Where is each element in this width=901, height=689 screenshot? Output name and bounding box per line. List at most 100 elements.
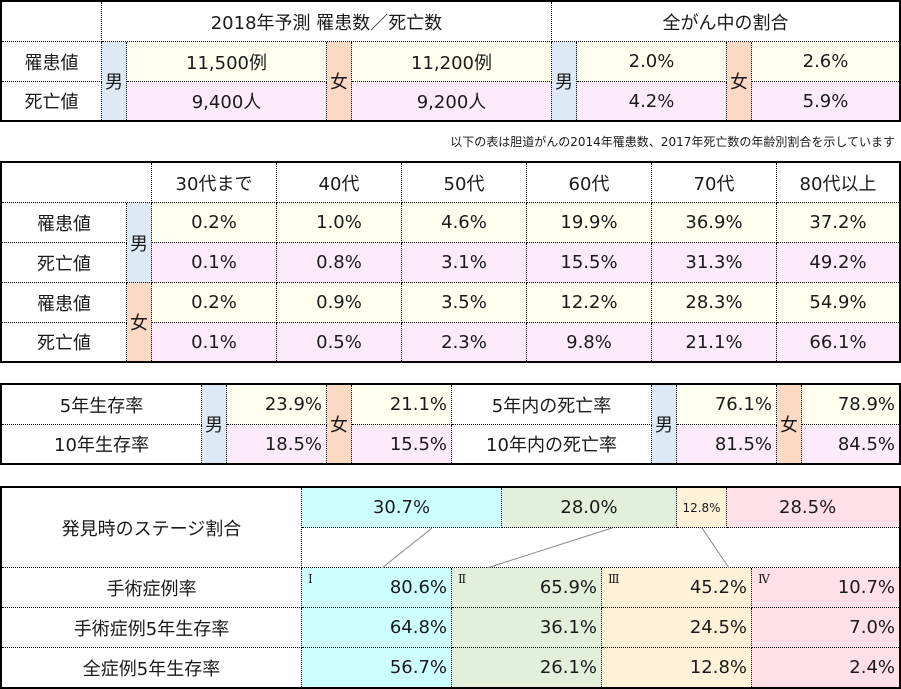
table-cell: 28.3%: [652, 283, 777, 323]
table-cell: 3.5%: [402, 283, 527, 323]
table-cell: 4.6%: [402, 203, 527, 243]
table-cell: 0.2%: [152, 203, 277, 243]
stage1-surgery-rate: Ⅰ 80.6%: [302, 568, 452, 608]
female-incidence-count: 11,200例: [352, 42, 552, 82]
table-cell: 21.1%: [652, 323, 777, 361]
table-cell: 66.1%: [777, 323, 899, 361]
female-mortality-count: 9,200人: [352, 82, 552, 120]
table-cell: 36.1%: [452, 608, 602, 648]
table-cell: 31.3%: [652, 243, 777, 283]
stage-3-marker: Ⅲ: [608, 572, 620, 586]
header-share-of-all-cancers: 全がん中の割合: [552, 2, 899, 42]
table-cell: 3.1%: [402, 243, 527, 283]
female-label-share: 女: [727, 42, 752, 120]
col-header-30s: 30代まで: [152, 163, 277, 203]
male-incidence-share: 2.0%: [577, 42, 727, 82]
row-label: 死亡値: [2, 323, 127, 361]
row-label-mortality: 死亡値: [2, 82, 102, 120]
age-table-note: 以下の表は胆道がんの2014年罹患数、2017年死亡数の年齢別割合を示しています: [450, 135, 895, 149]
col-header-60s: 60代: [527, 163, 652, 203]
table-cell: 0.9%: [277, 283, 402, 323]
table-cell: 49.2%: [777, 243, 899, 283]
row-label-surgery-5yr: 手術症例5年生存率: [2, 608, 302, 648]
female-label: 女: [127, 283, 152, 361]
female-5yr-survival: 21.1%: [352, 385, 452, 425]
stage2-surgery-rate: Ⅱ 65.9%: [452, 568, 602, 608]
col-header-50s: 50代: [402, 163, 527, 203]
male-10yr-death: 81.5%: [677, 425, 777, 463]
table-cell: 12.8%: [602, 648, 752, 687]
table-cell: 15.5%: [527, 243, 652, 283]
connector-lines: [381, 528, 730, 568]
connector-row: [302, 528, 899, 568]
stage-distribution-label: 発見時のステージ割合: [2, 488, 302, 568]
row-label-5yr-survival: 5年生存率: [2, 385, 202, 425]
stage-1-marker: Ⅰ: [308, 572, 313, 586]
female-mortality-share: 5.9%: [752, 82, 899, 120]
corner-cell: [2, 163, 152, 203]
row-label-10yr-survival: 10年生存率: [2, 425, 202, 463]
table-cell: 0.1%: [152, 323, 277, 361]
table-cell: 54.9%: [777, 283, 899, 323]
table-cell: 12.2%: [527, 283, 652, 323]
female-10yr-survival: 15.5%: [352, 425, 452, 463]
row-label: 死亡値: [2, 243, 127, 283]
female-label: 女: [777, 385, 802, 463]
male-label: 男: [127, 203, 152, 283]
table-cell: 7.0%: [752, 608, 899, 648]
stage-table: 発見時のステージ割合 30.7% 28.0% 12.8% 28.5% 手術症例率…: [0, 486, 901, 689]
stage4-surgery-rate: Ⅳ 10.7%: [752, 568, 899, 608]
stage3-share: 12.8%: [677, 488, 727, 528]
table-cell: 64.8%: [302, 608, 452, 648]
col-header-40s: 40代: [277, 163, 402, 203]
row-label: 罹患値: [2, 203, 127, 243]
male-label: 男: [202, 385, 227, 463]
male-label: 男: [652, 385, 677, 463]
row-label: 罹患値: [2, 283, 127, 323]
table-cell: 9.8%: [527, 323, 652, 361]
female-label: 女: [327, 42, 352, 120]
stage3-surgery-rate: Ⅲ 45.2%: [602, 568, 752, 608]
col-header-80s: 80代以上: [777, 163, 899, 203]
male-5yr-death: 76.1%: [677, 385, 777, 425]
male-label-share: 男: [552, 42, 577, 120]
table-cell: 37.2%: [777, 203, 899, 243]
table-cell: 36.9%: [652, 203, 777, 243]
female-5yr-death: 78.9%: [802, 385, 899, 425]
stage-4-marker: Ⅳ: [758, 572, 770, 586]
table-cell: 0.2%: [152, 283, 277, 323]
table-cell: 0.8%: [277, 243, 402, 283]
age-distribution-table: 30代まで 40代 50代 60代 70代 80代以上 罹患値 死亡値 罹患値 …: [0, 161, 901, 363]
incidence-mortality-table: 2018年予測 罹患数／死亡数 全がん中の割合 罹患値 死亡値 男 11,500…: [0, 0, 901, 122]
survival-table: 5年生存率 10年生存率 男 23.9% 18.5% 女 21.1% 15.5%…: [0, 383, 901, 465]
row-label-all-5yr: 全症例5年生存率: [2, 648, 302, 687]
male-10yr-survival: 18.5%: [227, 425, 327, 463]
female-label: 女: [327, 385, 352, 463]
table-cell: 0.1%: [152, 243, 277, 283]
row-label-10yr-death: 10年内の死亡率: [452, 425, 652, 463]
table-cell: 2.3%: [402, 323, 527, 361]
table-cell: 0.5%: [277, 323, 402, 361]
table-cell: 2.4%: [752, 648, 899, 687]
corner-cell: [2, 2, 102, 42]
female-10yr-death: 84.5%: [802, 425, 899, 463]
stage-2-marker: Ⅱ: [458, 572, 467, 586]
row-label-surgery-rate: 手術症例率: [2, 568, 302, 608]
table-cell: 24.5%: [602, 608, 752, 648]
col-header-70s: 70代: [652, 163, 777, 203]
stage1-share: 30.7%: [302, 488, 502, 528]
male-incidence-count: 11,500例: [127, 42, 327, 82]
row-label-incidence: 罹患値: [2, 42, 102, 82]
stage4-share: 28.5%: [727, 488, 899, 528]
table-cell: 56.7%: [302, 648, 452, 687]
table-cell: 19.9%: [527, 203, 652, 243]
table-cell: 1.0%: [277, 203, 402, 243]
male-mortality-share: 4.2%: [577, 82, 727, 120]
row-label-5yr-death: 5年内の死亡率: [452, 385, 652, 425]
male-label: 男: [102, 42, 127, 120]
male-5yr-survival: 23.9%: [227, 385, 327, 425]
header-2018-forecast: 2018年予測 罹患数／死亡数: [102, 2, 552, 42]
stage2-share: 28.0%: [502, 488, 677, 528]
table-cell: 26.1%: [452, 648, 602, 687]
male-mortality-count: 9,400人: [127, 82, 327, 120]
